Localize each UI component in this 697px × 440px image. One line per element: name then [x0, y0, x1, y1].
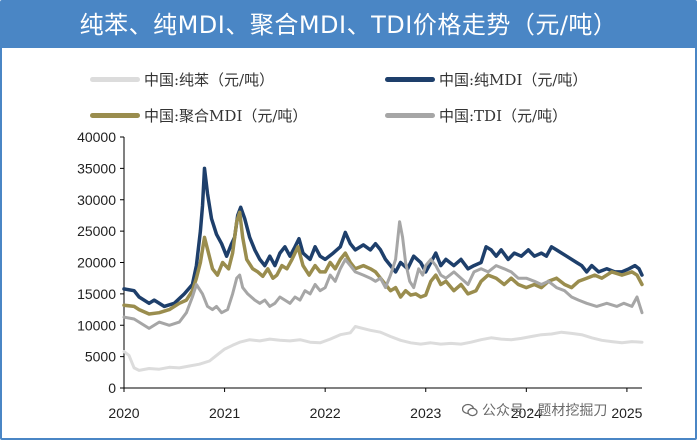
legend-swatch-tdi [385, 112, 435, 118]
legend-label-benzene: 中国:纯苯（元/吨） [144, 70, 275, 89]
y-tick-label: 35000 [77, 160, 116, 176]
legend-label-tdi: 中国:TDI（元/吨） [439, 106, 568, 125]
watermark: 公众号 · 题材挖掘刀 [462, 400, 607, 420]
x-tick-label: 2025 [611, 405, 642, 421]
y-tick-label: 30000 [77, 192, 116, 208]
series-line-benzene [122, 325, 644, 372]
legend-entry-polymeric-mdi: 中国:聚合MDI（元/吨） [90, 104, 307, 126]
y-tick-label: 5000 [85, 349, 116, 365]
legend-swatch-pure-mdi [385, 76, 435, 82]
y-tick-label: 0 [108, 380, 116, 396]
y-tick-label: 20000 [77, 255, 116, 271]
chart-legend: 中国:纯苯（元/吨） 中国:纯MDI（元/吨） 中国:聚合MDI（元/吨） 中国… [2, 48, 695, 128]
legend-label-pure-mdi: 中国:纯MDI（元/吨） [439, 70, 588, 89]
legend-swatch-benzene [90, 76, 140, 82]
x-tick-label: 2020 [108, 405, 139, 421]
x-tick-label: 2021 [209, 405, 240, 421]
y-tick-label: 15000 [77, 286, 116, 302]
y-tick-label: 25000 [77, 223, 116, 239]
x-tick-label: 2022 [310, 405, 341, 421]
series-line-polymeric-mdi [122, 210, 644, 316]
legend-entry-benzene: 中国:纯苯（元/吨） [90, 68, 274, 90]
x-tick-label: 2024 [511, 405, 542, 421]
legend-entry-pure-mdi: 中国:纯MDI（元/吨） [385, 68, 587, 90]
legend-swatch-polymeric-mdi [90, 112, 140, 118]
wechat-icon [462, 403, 478, 417]
y-tick-label: 40000 [77, 129, 116, 145]
y-tick-label: 10000 [77, 317, 116, 333]
x-tick-label: 2023 [410, 405, 441, 421]
series-line-pure-mdi [122, 166, 644, 309]
legend-entry-tdi: 中国:TDI（元/吨） [385, 104, 567, 126]
chart-title: 纯苯、纯MDI、聚合MDI、TDI价格走势（元/吨） [2, 2, 695, 48]
watermark-text: 公众号 · 题材挖掘刀 [482, 403, 608, 419]
legend-label-polymeric-mdi: 中国:聚合MDI（元/吨） [144, 106, 308, 125]
series-line-tdi [122, 220, 644, 330]
